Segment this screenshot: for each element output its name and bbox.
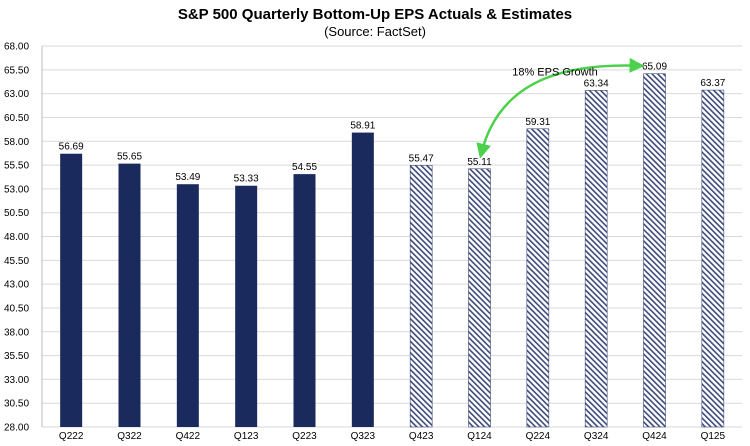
bar-q422 [176,184,199,427]
growth-annotation: 18% EPS Growth [476,57,645,159]
data-label-q322: 55.65 [117,152,142,163]
y-tick-label: 50.50 [4,208,29,219]
bar-q323 [351,132,374,427]
chart-subtitle: (Source: FactSet) [324,24,426,39]
x-tick-label: Q123 [234,431,259,442]
data-label-q124: 55.11 [467,157,492,168]
x-tick-label: Q322 [117,431,142,442]
y-tick-label: 30.50 [4,399,29,410]
data-label-q125: 63.37 [700,78,725,89]
y-tick-label: 35.50 [4,351,29,362]
x-tick-label: Q125 [701,431,726,442]
data-label-q123: 53.33 [234,174,259,185]
bar-q123 [235,185,258,427]
x-tick-label: Q222 [59,431,84,442]
y-tick-label: 43.00 [4,280,29,291]
bar-q124 [468,168,491,428]
bar-q223 [293,174,316,427]
gridlines [41,45,742,428]
data-label-q423: 55.47 [409,153,434,164]
data-label-q324: 63.34 [584,78,609,89]
bar-q324 [584,90,608,428]
growth-annotation-label: 18% EPS Growth [512,67,598,79]
bar-q224 [526,128,550,428]
x-tick-label: Q323 [351,431,376,442]
y-tick-label: 65.50 [4,65,29,76]
x-tick-label: Q124 [467,431,492,442]
x-tick-label: Q223 [292,431,317,442]
y-tick-label: 45.50 [4,256,29,267]
x-tick-label: Q422 [176,431,201,442]
x-tick-label: Q423 [409,431,434,442]
growth-arrow [476,57,645,159]
data-label-q222: 56.69 [59,142,84,153]
y-tick-label: 28.00 [4,423,29,434]
bar-q424 [643,73,666,428]
y-tick-label: 38.00 [4,327,29,338]
bar-q423 [409,165,433,428]
y-tick-label: 55.50 [4,161,29,172]
y-tick-label: 33.00 [4,375,29,386]
data-label-q422: 53.49 [175,172,200,183]
y-tick-label: 48.00 [4,232,29,243]
data-label-q224: 59.31 [525,117,550,128]
y-tick-label: 58.00 [4,137,29,148]
x-tick-label: Q224 [526,431,551,442]
y-tick-label: 68.00 [4,42,29,53]
x-axis-ticks: Q222 Q322 Q422 Q123 Q223 Q323 Q423 Q124 Q224 Q324… [59,431,726,442]
bar-q125 [701,89,725,428]
bar-q322 [118,163,141,428]
chart-title: S&P 500 Quarterly Bottom-Up EPS Actuals … [177,6,573,23]
bar-q222 [60,153,83,427]
y-tick-label: 63.00 [4,89,29,100]
y-tick-label: 60.50 [4,113,29,124]
x-tick-label: Q424 [642,431,667,442]
y-tick-label: 40.50 [4,303,29,314]
data-label-q323: 58.91 [350,121,375,132]
y-tick-label: 53.00 [4,184,29,195]
data-label-q223: 54.55 [292,162,317,173]
y-axis-ticks: 68.00 65.50 63.00 60.50 58.00 55.50 53.00 50.50… [4,42,29,434]
data-label-q424: 65.09 [642,62,667,73]
x-tick-label: Q324 [584,431,609,442]
bars [60,73,725,428]
